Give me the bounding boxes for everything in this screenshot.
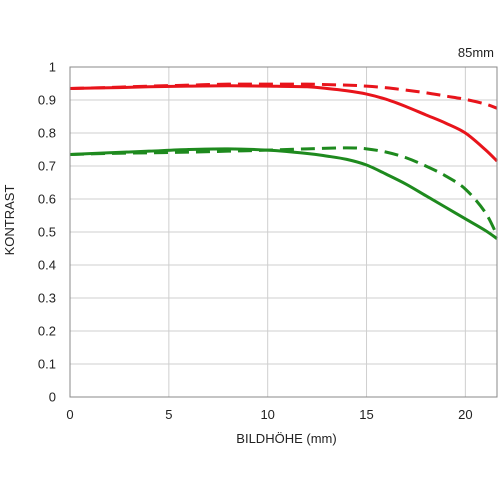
x-axis-title: BILDHÖHE (mm) [236, 431, 336, 446]
x-tick-label: 0 [66, 407, 73, 422]
x-tick-labels: 0 5 10 15 20 [66, 407, 472, 422]
y-tick-label: 0.6 [38, 192, 56, 207]
red-dashed-line [69, 82, 498, 110]
y-tick-label: 0.2 [38, 324, 56, 339]
y-axis-title: KONTRAST [2, 185, 17, 256]
y-tick-label: 0.4 [38, 258, 56, 273]
y-tick-label: 0 [49, 390, 56, 405]
y-tick-label: 0.9 [38, 93, 56, 108]
y-tick-label: 0.7 [38, 159, 56, 174]
series-lines [69, 82, 499, 240]
y-tick-label: 0.1 [38, 357, 56, 372]
y-tick-label: 0.3 [38, 291, 56, 306]
y-tick-label: 1 [49, 60, 56, 75]
green-solid-line [69, 147, 498, 240]
x-tick-label: 20 [458, 407, 472, 422]
x-tick-label: 5 [165, 407, 172, 422]
y-tick-label: 0.8 [38, 126, 56, 141]
x-tick-label: 15 [359, 407, 373, 422]
green-dashed-line [69, 146, 499, 236]
x-tick-label: 10 [260, 407, 274, 422]
focal-length-annotation: 85mm [458, 45, 494, 60]
y-tick-labels: 0 0.1 0.2 0.3 0.4 0.5 0.6 0.7 0.8 0.9 1 [38, 60, 56, 405]
plot-frame [69, 66, 498, 398]
y-tick-label: 0.5 [38, 225, 56, 240]
